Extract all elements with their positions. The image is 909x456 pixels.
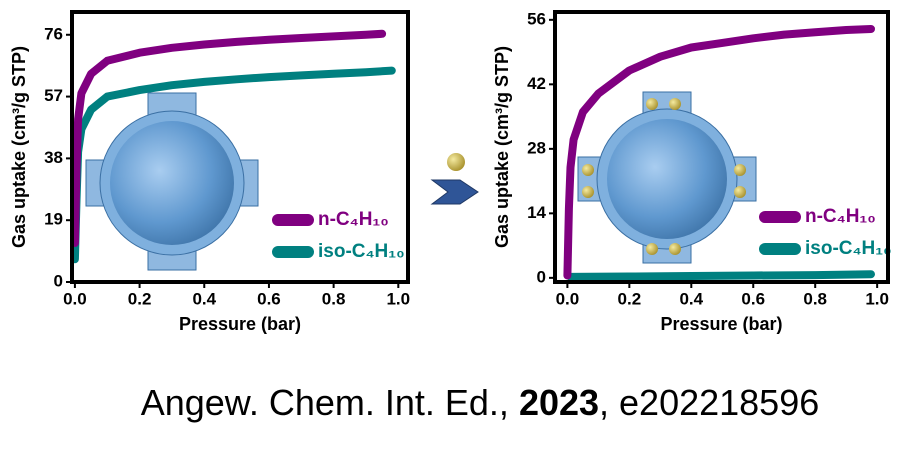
y-tick-label: 42 [527,74,546,93]
x-tick-label: 0.6 [741,289,765,308]
data-line [566,270,875,281]
data-line [563,25,875,280]
x-tick-label: 0.6 [257,289,281,308]
x-tick-label: 0.0 [63,289,87,308]
plot-frame [70,10,410,284]
y-tick-label: 14 [527,203,546,222]
x-tick-label: 1.0 [865,289,889,308]
y-tick-label: 19 [44,210,63,229]
data-line [70,29,387,247]
legend-label: iso-C₄H₁₀ [318,241,405,262]
y-tick-label: 57 [44,86,63,105]
guest-molecule [447,153,465,171]
y-tick-label: 28 [527,138,546,157]
x-tick-label: 0.8 [803,289,827,308]
x-tick-label: 1.0 [386,289,410,308]
arrow [430,179,479,205]
y-tick-label: 38 [44,148,63,167]
y-tick-label: 76 [44,24,63,43]
legend-label: n-C₄H₁₀ [805,206,876,227]
citation-journal: Angew. Chem. Int. Ed., [141,382,519,423]
y-tick-label: 0 [54,271,63,290]
citation: Angew. Chem. Int. Ed., 2023, e202218596 [141,382,820,423]
citation-id: , e202218596 [599,382,819,423]
x-tick-label: 0.8 [322,289,346,308]
y-axis-label: Gas uptake (cm³/g STP) [9,46,29,248]
x-tick-label: 0.0 [556,289,580,308]
y-tick-label: 0 [537,267,546,286]
plot-frame [553,10,890,284]
x-axis-label: Pressure (bar) [660,314,782,334]
y-axis-label: Gas uptake (cm³/g STP) [492,46,512,248]
legend-label: iso-C₄H₁₀ [805,238,892,259]
x-tick-label: 0.4 [679,289,703,308]
x-tick-label: 0.4 [192,289,216,308]
x-tick-label: 0.2 [618,289,642,308]
citation-year: 2023 [519,382,599,423]
x-tick-label: 0.2 [128,289,152,308]
x-axis-label: Pressure (bar) [179,314,301,334]
pore-illustration [577,91,757,264]
y-tick-label: 56 [527,9,546,28]
pore-illustration [85,92,259,271]
legend-label: n-C₄H₁₀ [318,209,389,230]
